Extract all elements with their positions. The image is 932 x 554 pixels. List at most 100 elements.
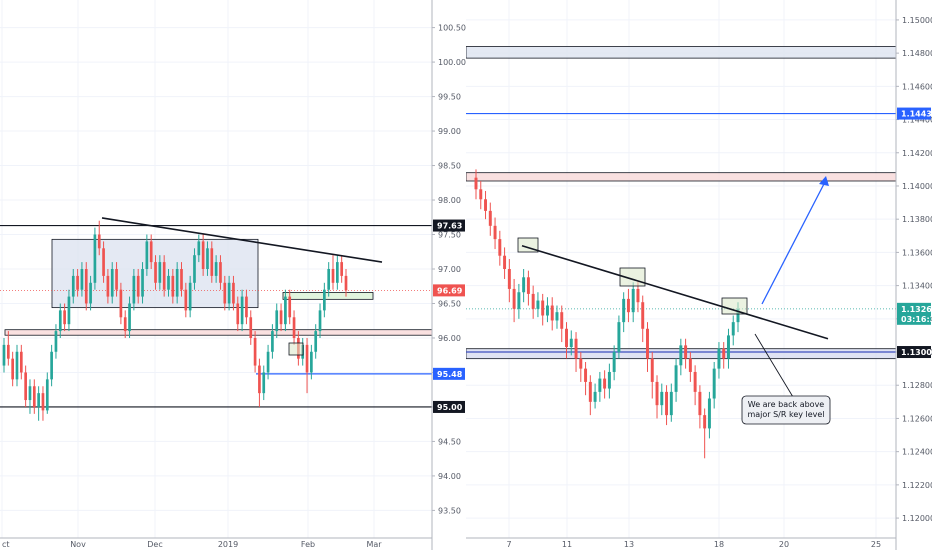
candle[interactable]	[223, 282, 227, 304]
candle[interactable]	[314, 331, 318, 352]
price-axis[interactable]	[432, 0, 466, 550]
price-axis[interactable]	[896, 0, 932, 550]
candle[interactable]	[526, 277, 530, 294]
candle[interactable]	[249, 317, 253, 338]
candle[interactable]	[2, 344, 6, 366]
candle[interactable]	[474, 177, 478, 190]
plot-area[interactable]	[466, 0, 896, 538]
candle[interactable]	[726, 335, 730, 359]
candle[interactable]	[688, 358, 692, 372]
candle[interactable]	[305, 344, 309, 373]
candle[interactable]	[232, 282, 235, 304]
candle[interactable]	[227, 282, 231, 304]
candle[interactable]	[58, 310, 62, 332]
candle[interactable]	[288, 296, 292, 318]
candle[interactable]	[158, 262, 162, 283]
candle[interactable]	[162, 262, 166, 290]
candle[interactable]	[569, 338, 573, 348]
candle[interactable]	[219, 262, 222, 283]
candle[interactable]	[636, 288, 640, 303]
candle[interactable]	[593, 391, 597, 402]
candle[interactable]	[24, 372, 27, 401]
candle[interactable]	[622, 298, 626, 323]
candle[interactable]	[201, 241, 205, 269]
candle[interactable]	[722, 348, 726, 359]
candle[interactable]	[555, 312, 559, 321]
eurusd-chart-pane[interactable]: 1.12000 1.12200 1.12400 1.12600 1.12800 1.130…	[465, 0, 932, 550]
candle[interactable]	[679, 345, 683, 366]
candle[interactable]	[331, 269, 335, 283]
candle[interactable]	[253, 337, 257, 366]
candle[interactable]	[93, 234, 97, 283]
candle[interactable]	[507, 269, 511, 289]
candle[interactable]	[560, 312, 564, 329]
candle[interactable]	[214, 262, 218, 276]
candle[interactable]	[6, 344, 10, 359]
candle[interactable]	[665, 391, 669, 416]
projection-arrow[interactable]	[761, 179, 827, 305]
candle[interactable]	[102, 248, 105, 276]
candle[interactable]	[197, 241, 201, 256]
candle[interactable]	[80, 269, 84, 290]
candle[interactable]	[607, 371, 611, 389]
candle[interactable]	[128, 303, 131, 332]
candle[interactable]	[703, 415, 707, 429]
candle[interactable]	[340, 262, 344, 276]
candle[interactable]	[245, 296, 248, 318]
candle[interactable]	[210, 248, 214, 276]
candle[interactable]	[612, 352, 616, 372]
candle[interactable]	[579, 358, 583, 369]
candle[interactable]	[693, 371, 697, 392]
candle[interactable]	[545, 305, 549, 316]
dxy-chart[interactable]: 93.5094.0094.5095.0095.5096.0096.5097.00…	[0, 0, 466, 550]
candle[interactable]	[310, 351, 313, 373]
candle[interactable]	[484, 199, 488, 211]
dxy-chart-pane[interactable]: 93.5094.0094.5095.0095.5096.0096.5097.00…	[0, 0, 466, 550]
candle[interactable]	[154, 262, 157, 283]
candle[interactable]	[97, 234, 101, 249]
candle[interactable]	[479, 189, 483, 200]
candle[interactable]	[674, 365, 678, 392]
candle[interactable]	[669, 391, 673, 416]
candle[interactable]	[188, 282, 192, 311]
candle[interactable]	[617, 322, 621, 353]
candle[interactable]	[41, 393, 45, 411]
candle[interactable]	[54, 331, 58, 352]
marker-box[interactable]	[288, 342, 304, 356]
trendline[interactable]	[101, 217, 383, 263]
zone-supply[interactable]	[465, 172, 897, 182]
candle[interactable]	[660, 391, 664, 406]
candle[interactable]	[258, 365, 261, 394]
candle[interactable]	[517, 292, 521, 309]
candle[interactable]	[541, 300, 545, 316]
candle[interactable]	[180, 269, 183, 290]
candle[interactable]	[279, 310, 283, 325]
candle[interactable]	[631, 288, 635, 313]
candle[interactable]	[171, 275, 175, 297]
candle[interactable]	[335, 262, 339, 283]
candle[interactable]	[266, 351, 270, 373]
candle[interactable]	[19, 351, 23, 373]
candle[interactable]	[646, 328, 649, 359]
candle[interactable]	[110, 269, 114, 297]
candle[interactable]	[206, 248, 209, 269]
candle[interactable]	[344, 275, 348, 291]
candle[interactable]	[323, 289, 326, 311]
candle[interactable]	[588, 381, 592, 402]
candle[interactable]	[71, 275, 75, 297]
candle[interactable]	[141, 269, 144, 297]
candle[interactable]	[132, 275, 136, 304]
candle[interactable]	[11, 358, 15, 380]
candle[interactable]	[707, 398, 711, 429]
candle[interactable]	[175, 269, 179, 297]
candle[interactable]	[512, 288, 516, 309]
candle[interactable]	[584, 368, 588, 382]
candle[interactable]	[318, 310, 322, 332]
candle[interactable]	[531, 293, 535, 309]
candle[interactable]	[655, 381, 659, 406]
candle[interactable]	[262, 372, 266, 394]
candle[interactable]	[488, 210, 492, 226]
candle[interactable]	[292, 317, 296, 338]
candle[interactable]	[167, 275, 170, 290]
candle[interactable]	[717, 348, 721, 369]
